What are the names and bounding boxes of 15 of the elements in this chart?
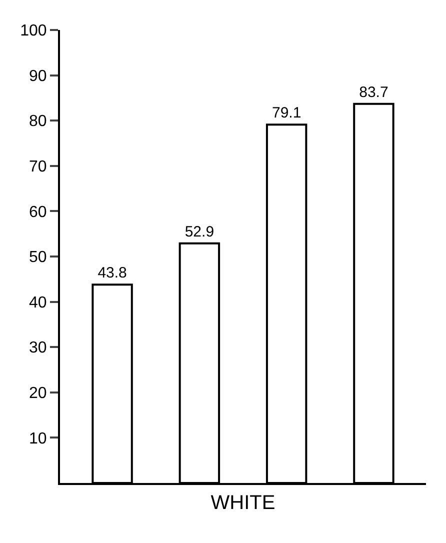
- y-tick-label: 40: [29, 294, 47, 312]
- y-tick-label: 100: [20, 22, 47, 40]
- data-label: 52.9: [184, 223, 214, 240]
- y-tick-label: 50: [29, 249, 47, 266]
- x-axis-title: WHITE: [210, 492, 276, 514]
- y-tick-label: 20: [29, 385, 47, 402]
- y-tick-label: 60: [29, 204, 47, 221]
- data-label: 79.1: [272, 104, 302, 122]
- y-tick-label: 10: [29, 430, 47, 448]
- y-tick-label: 30: [29, 340, 47, 357]
- y-tick-label: 90: [29, 68, 47, 85]
- y-tick-label: 70: [29, 158, 47, 176]
- y-tick-label: 80: [29, 113, 47, 130]
- data-label: 83.7: [359, 84, 388, 101]
- data-label: 43.8: [98, 264, 127, 282]
